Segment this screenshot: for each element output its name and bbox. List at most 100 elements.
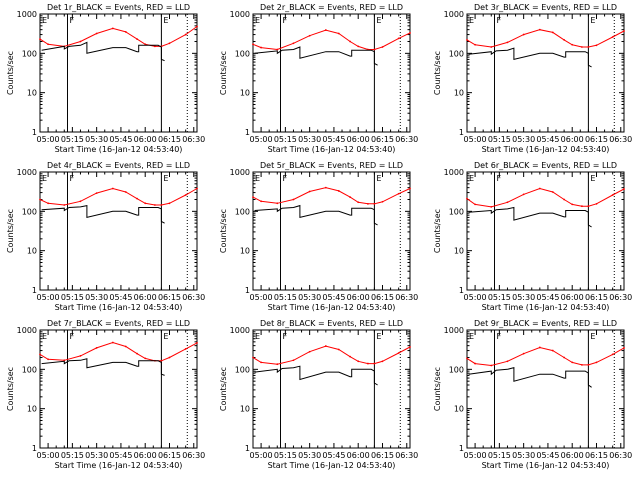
- lld-data-point: [124, 191, 127, 193]
- lld-data-point: [563, 356, 566, 359]
- lld-data-point: [79, 40, 82, 43]
- lld-data-point: [252, 356, 254, 359]
- x-tick-label: 05:00: [250, 135, 273, 144]
- x-tick-label: 05:30: [298, 135, 321, 144]
- detector-panel-2: Det 2r_BLACK = Events, RED = LLD 1 10 100 10…: [219, 3, 418, 154]
- y-axis-label: Counts/sec: [6, 209, 15, 253]
- corner-label: E: [469, 174, 474, 183]
- y-tick-label: 10: [27, 89, 37, 98]
- x-tick-label: 06:15: [158, 451, 181, 460]
- lld-data-point: [357, 360, 360, 363]
- panel-title: Det 8r_BLACK = Events, RED = LLD: [260, 319, 403, 328]
- y-tick-label: 1: [245, 128, 250, 137]
- lld-data-point: [611, 194, 614, 196]
- events-series-line: [468, 206, 592, 228]
- lld-data-point: [367, 362, 369, 365]
- plot-frame: [466, 13, 625, 133]
- lld-data-point: [154, 204, 156, 206]
- x-tick-label: 06:15: [158, 135, 181, 144]
- lld-data-point: [47, 202, 49, 205]
- lld-data-point: [168, 356, 171, 359]
- y-tick-label: 1: [32, 286, 37, 295]
- x-tick-label: 06:30: [182, 135, 205, 144]
- corner-label: E: [255, 16, 260, 25]
- x-tick-label: 06:15: [585, 451, 608, 460]
- lld-data-point: [136, 38, 139, 41]
- x-tick-label: 05:45: [109, 135, 132, 144]
- lld-series-line: [39, 26, 198, 47]
- x-tick-label: 06:00: [134, 135, 157, 144]
- lld-data-point: [39, 198, 41, 201]
- y-tick-label: 1000: [17, 10, 37, 19]
- y-axis-label: Counts/sec: [433, 51, 442, 95]
- y-tick-label: 10: [27, 405, 37, 414]
- lld-data-point: [623, 188, 625, 190]
- y-tick-label: 10: [454, 247, 464, 256]
- detector-panel-9: Det 9r_BLACK = Events, RED = LLD 1 10 100 10…: [433, 319, 632, 470]
- lld-data-point: [623, 30, 625, 32]
- events-series-line: [468, 367, 592, 388]
- events-series-line: [254, 365, 378, 386]
- lld-data-point: [587, 363, 590, 366]
- lld-data-point: [252, 196, 254, 199]
- marker-label-1: F: [70, 174, 75, 183]
- lld-data-point: [349, 40, 352, 43]
- lld-series-line: [466, 346, 625, 367]
- x-axis-label: Start Time (16-Jan-12 04:53:40): [482, 145, 610, 154]
- marker-label-2: E: [376, 332, 381, 341]
- panel-title: Det 5r_BLACK = Events, RED = LLD: [260, 161, 403, 170]
- y-tick-label: 10: [27, 247, 37, 256]
- x-axis-label: Start Time (16-Jan-12 04:53:40): [55, 303, 183, 312]
- corner-label: E: [42, 174, 47, 183]
- x-tick-label: 06:15: [585, 135, 608, 144]
- lld-data-point: [63, 204, 66, 206]
- x-tick-label: 05:00: [37, 451, 60, 460]
- lld-data-point: [276, 363, 279, 366]
- lld-data-point: [196, 341, 198, 344]
- lld-data-point: [292, 198, 295, 201]
- y-tick-label: 1: [245, 286, 250, 295]
- marker-label-1: F: [497, 16, 502, 25]
- lld-series-line: [39, 341, 198, 362]
- x-tick-label: 06:30: [395, 293, 418, 302]
- x-tick-label: 05:30: [512, 293, 535, 302]
- lld-data-point: [595, 202, 598, 205]
- y-tick-label: 1: [459, 128, 464, 137]
- detector-panel-7: Det 7r_BLACK = Events, RED = LLD 1 10 100 10…: [6, 319, 205, 470]
- lld-data-point: [409, 187, 411, 190]
- lld-data-point: [252, 43, 254, 46]
- lld-series-line: [466, 187, 625, 208]
- lld-data-point: [522, 352, 525, 355]
- x-tick-label: 06:15: [158, 293, 181, 302]
- lld-data-point: [124, 31, 127, 33]
- x-tick-label: 05:15: [274, 293, 297, 302]
- lld-data-point: [587, 205, 590, 208]
- lld-data-point: [39, 38, 41, 41]
- lld-data-point: [397, 352, 400, 354]
- lld-data-point: [595, 44, 598, 47]
- x-axis-label: Start Time (16-Jan-12 04:53:40): [55, 145, 183, 154]
- y-tick-label: 1000: [230, 168, 250, 177]
- lld-data-point: [324, 29, 327, 31]
- marker-label-1: F: [497, 332, 502, 341]
- y-tick-label: 100: [22, 365, 37, 374]
- lld-data-point: [381, 200, 384, 203]
- x-axis-label: Start Time (16-Jan-12 04:53:40): [482, 303, 610, 312]
- y-tick-label: 10: [454, 89, 464, 98]
- lld-data-point: [538, 346, 541, 349]
- x-tick-label: 05:00: [37, 135, 60, 144]
- lld-data-point: [506, 201, 509, 204]
- marker-label-2: E: [590, 16, 595, 25]
- marker-label-1: F: [283, 332, 288, 341]
- lld-data-point: [397, 37, 400, 40]
- lld-data-point: [154, 45, 156, 48]
- x-tick-label: 06:00: [347, 135, 370, 144]
- lld-data-point: [571, 361, 574, 364]
- plot-frame: [466, 171, 625, 291]
- marker-label-2: E: [376, 16, 381, 25]
- x-tick-label: 05:30: [512, 135, 535, 144]
- x-tick-label: 05:00: [464, 293, 487, 302]
- plot-frame: [39, 171, 198, 291]
- lld-data-point: [184, 348, 187, 350]
- lld-data-point: [587, 46, 590, 48]
